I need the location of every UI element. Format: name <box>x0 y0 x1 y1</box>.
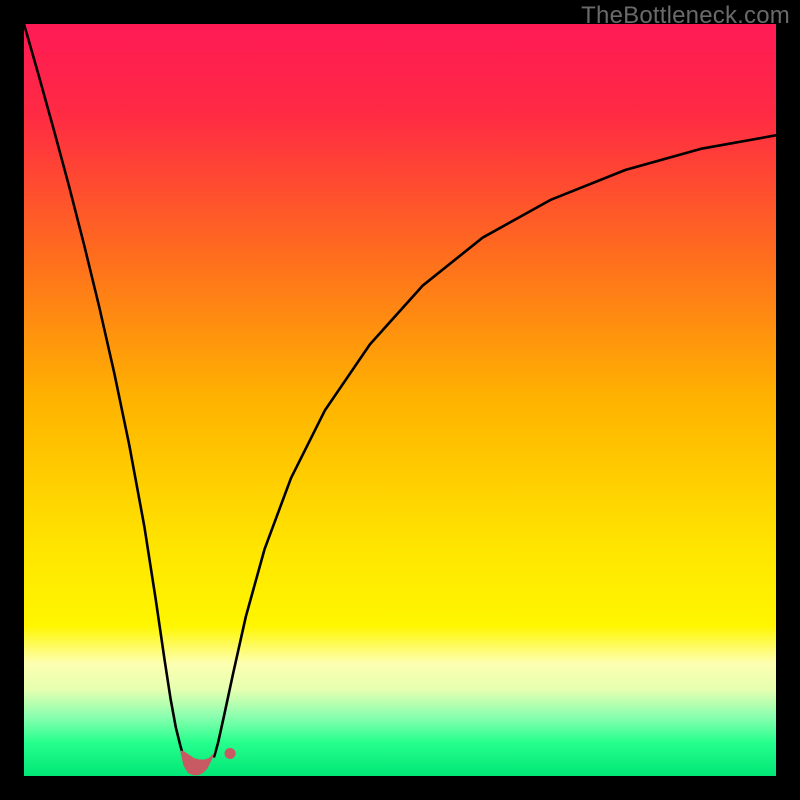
chart-curves-layer <box>24 24 776 776</box>
plot-area <box>24 24 776 776</box>
stage: TheBottleneck.com <box>0 0 800 800</box>
side-dot <box>225 748 236 759</box>
curve-right-branch <box>214 135 776 756</box>
watermark-text: TheBottleneck.com <box>581 2 790 30</box>
curve-left-branch <box>24 24 183 756</box>
bottom-marker-shape <box>180 749 215 775</box>
